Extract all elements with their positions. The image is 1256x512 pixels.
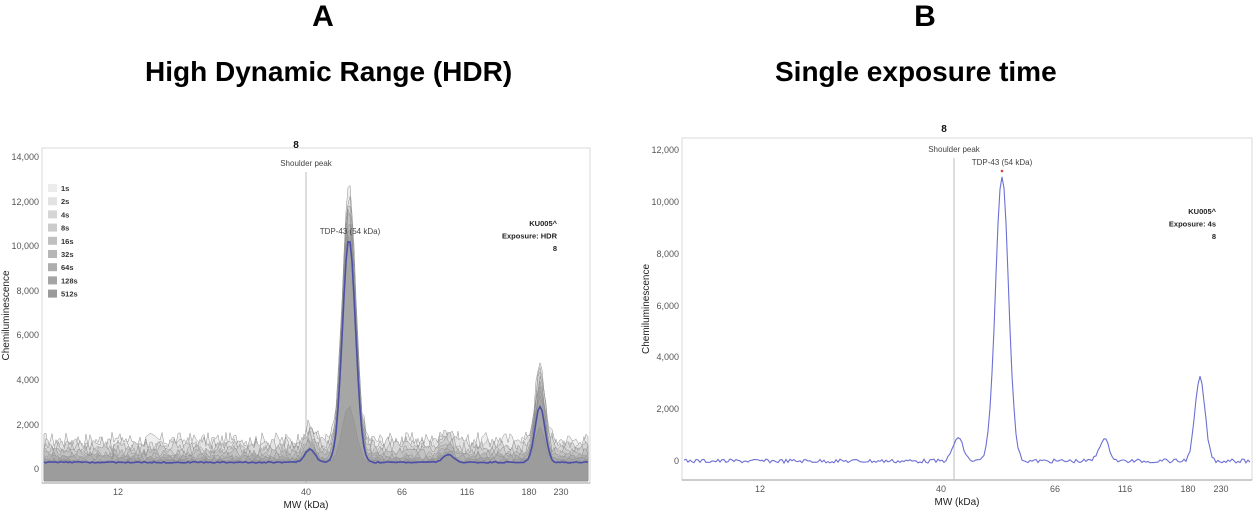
panel-a-title: High Dynamic Range (HDR) <box>145 56 513 87</box>
legend-entry: 8s <box>61 224 69 233</box>
x-axis-label: MW (kDa) <box>284 500 329 511</box>
legend-entry: 4s <box>61 210 69 219</box>
y-tick-label: 10,000 <box>11 241 39 251</box>
tdp43-label: TDP-43 (54 kDa) <box>320 227 381 236</box>
legend-swatch <box>48 263 57 272</box>
peak-marker <box>1000 169 1004 173</box>
y-axis-label: Chemiluminescence <box>641 264 652 354</box>
sample-label-line: 8 <box>553 244 557 253</box>
x-tick-label: 40 <box>301 487 311 497</box>
tdp43-label: TDP-43 (54 kDa) <box>972 158 1033 167</box>
exposure-trace-line <box>683 176 1251 465</box>
y-axis-label: Chemiluminescence <box>1 270 12 360</box>
sample-label-line: Exposure: HDR <box>502 232 558 241</box>
legend-entry: 32s <box>61 250 74 259</box>
y-tick-label: 12,000 <box>651 145 679 155</box>
x-tick-label: 40 <box>936 484 946 494</box>
legend-swatch <box>48 210 57 219</box>
x-tick-label: 66 <box>397 487 407 497</box>
sample-label-line: 8 <box>1212 232 1216 241</box>
shoulder-peak-label: Shoulder peak <box>280 159 333 168</box>
x-tick-label: 66 <box>1050 484 1060 494</box>
sample-label-line: KU005^ <box>529 219 557 228</box>
hdr-trace-line <box>43 240 589 464</box>
legend-entry: 128s <box>61 276 78 285</box>
y-tick-label: 0 <box>674 456 679 466</box>
y-tick-label: 8,000 <box>656 249 679 259</box>
y-tick-label: 2,000 <box>656 404 679 414</box>
y-tick-label: 4,000 <box>656 352 679 362</box>
y-tick-label: 2,000 <box>16 420 39 430</box>
shoulder-peak-label: Shoulder peak <box>928 145 981 154</box>
legend-entry: 1s <box>61 184 69 193</box>
y-tick-label: 12,000 <box>11 197 39 207</box>
legend-entry: 64s <box>61 263 74 272</box>
x-tick-label: 12 <box>755 484 765 494</box>
y-tick-label: 10,000 <box>651 197 679 207</box>
x-tick-label: 12 <box>113 487 123 497</box>
legend-swatch <box>48 276 57 285</box>
x-axis-label: MW (kDa) <box>935 497 980 508</box>
y-tick-label: 0 <box>34 464 39 474</box>
legend-swatch <box>48 236 57 245</box>
chart-panel-b: 0 2,000 4,000 6,000 8,000 10,000 12,000 12 40 66 1… <box>641 124 1253 508</box>
x-tick-label: 230 <box>1213 484 1228 494</box>
legend-entry: 512s <box>61 290 78 299</box>
legend-swatch <box>48 223 57 232</box>
x-tick-label: 116 <box>460 487 474 497</box>
chart-panel-a: 0 2,000 4,000 6,000 8,000 10,000 12,000 14,000 1… <box>1 140 591 511</box>
panel-b-letter: B <box>914 0 936 33</box>
x-tick-label: 180 <box>521 487 536 497</box>
legend-swatch <box>48 289 57 298</box>
y-tick-label: 6,000 <box>656 301 679 311</box>
legend-entry: 2s <box>61 197 69 206</box>
x-tick-label: 230 <box>553 487 568 497</box>
legend-swatch <box>48 184 57 192</box>
panel-a-letter: A <box>312 0 334 33</box>
y-tick-label: 14,000 <box>11 152 39 162</box>
sample-label-line: KU005^ <box>1188 207 1216 216</box>
legend-swatch <box>48 197 57 206</box>
y-tick-label: 4,000 <box>16 375 39 385</box>
x-tick-label: 180 <box>1180 484 1195 494</box>
legend: 1s 2s 4s 8s 16s 32s 64s 128s 512s <box>48 184 78 299</box>
sample-label-line: Exposure: 4s <box>1169 220 1216 229</box>
y-tick-label: 8,000 <box>16 286 39 296</box>
legend-entry: 16s <box>61 237 74 246</box>
panel-b-title: Single exposure time <box>775 56 1057 87</box>
legend-swatch <box>48 250 57 258</box>
x-tick-label: 116 <box>1118 484 1132 494</box>
lane-label: 8 <box>941 124 947 135</box>
y-tick-label: 6,000 <box>16 330 39 340</box>
lane-label: 8 <box>293 140 299 151</box>
plot-frame <box>681 137 1253 481</box>
